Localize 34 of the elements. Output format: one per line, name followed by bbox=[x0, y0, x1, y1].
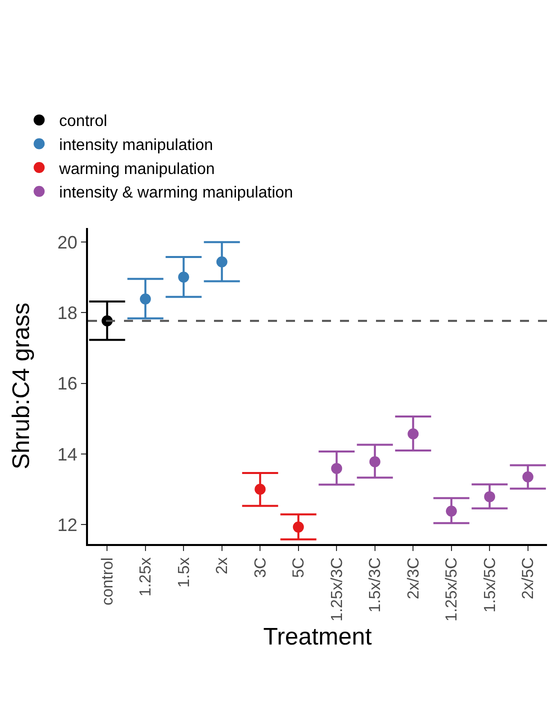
x-tick-label: 1.5x bbox=[176, 557, 193, 588]
y-tick-label: 12 bbox=[57, 514, 78, 535]
y-tick-label: 16 bbox=[57, 374, 78, 394]
x-tick-label: 1.25x bbox=[138, 557, 155, 597]
point bbox=[254, 484, 266, 495]
y-axis-title: Shrub:C4 grass bbox=[8, 302, 35, 470]
x-tick-label: 1.5x/5C bbox=[482, 557, 499, 613]
x-tick-label: 1.5x/3C bbox=[367, 557, 384, 613]
legend-label: intensity & warming manipulation bbox=[59, 184, 294, 202]
x-tick-label: 5C bbox=[290, 557, 308, 578]
y-tick-label: 18 bbox=[57, 303, 78, 324]
legend-label: control bbox=[59, 113, 108, 130]
x-tick-label: 3C bbox=[252, 557, 270, 578]
x-tick-label: 1.25x/5C bbox=[444, 557, 461, 622]
point bbox=[292, 522, 304, 533]
legend-label: intensity manipulation bbox=[59, 136, 214, 154]
point bbox=[369, 456, 380, 468]
x-tick-label: 2x bbox=[214, 557, 232, 574]
point bbox=[140, 293, 151, 304]
x-axis-title: Treatment bbox=[263, 623, 372, 650]
y-tick-label: 14 bbox=[57, 444, 78, 464]
point bbox=[331, 462, 342, 474]
point bbox=[446, 506, 457, 517]
legend-label: warming manipulation bbox=[58, 160, 215, 178]
point bbox=[408, 428, 419, 440]
x-tick-label: 1.25x/3C bbox=[328, 557, 346, 622]
point bbox=[178, 272, 190, 283]
point bbox=[216, 256, 228, 268]
point bbox=[484, 491, 496, 502]
x-tick-label: 2x/5C bbox=[520, 557, 538, 600]
x-tick-label: control bbox=[99, 557, 116, 606]
point bbox=[522, 471, 534, 482]
x-tick-label: 2x/3C bbox=[405, 557, 422, 600]
y-tick-label: 20 bbox=[57, 232, 78, 252]
